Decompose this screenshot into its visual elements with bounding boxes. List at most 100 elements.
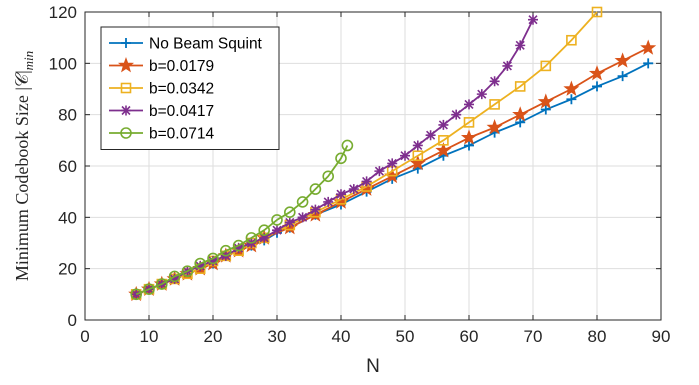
legend-label: b=0.0417 xyxy=(149,103,214,120)
data-point xyxy=(130,288,142,301)
data-point xyxy=(515,40,526,51)
y-tick-label: 40 xyxy=(58,208,77,227)
data-point xyxy=(336,189,346,200)
data-point xyxy=(640,39,657,55)
x-tick-label: 30 xyxy=(268,327,287,346)
data-point xyxy=(220,244,232,257)
data-point xyxy=(181,265,194,278)
data-point xyxy=(143,283,155,296)
data-point xyxy=(400,150,410,161)
legend-label: b=0.0179 xyxy=(149,58,214,75)
y-tick-label: 0 xyxy=(68,311,77,330)
data-point xyxy=(537,93,554,109)
legend-label: b=0.0714 xyxy=(149,126,214,143)
x-tick-label: 50 xyxy=(396,327,415,346)
data-point xyxy=(169,273,180,284)
data-point xyxy=(233,243,244,254)
data-point xyxy=(232,239,245,252)
data-point xyxy=(297,212,308,223)
x-tick-label: 20 xyxy=(204,327,223,346)
data-point xyxy=(156,278,168,290)
legend-item: b=0.0179 xyxy=(109,57,214,75)
x-tick-label: 10 xyxy=(140,327,159,346)
data-point xyxy=(259,232,270,243)
axes: 0 10 20 30 40 50 60 70 80 90 0 20 40 60 80 100 120 N Minim… xyxy=(12,3,670,377)
x-tick-label: 0 xyxy=(80,327,89,346)
data-point xyxy=(271,214,283,226)
data-point xyxy=(284,217,295,228)
y-tick-label: 120 xyxy=(49,3,77,22)
x-axis-label: N xyxy=(366,356,380,377)
y-tick-label: 20 xyxy=(58,260,77,279)
data-point xyxy=(566,34,577,46)
data-point xyxy=(348,184,359,195)
data-point xyxy=(463,117,475,128)
x-tick-label: 40 xyxy=(332,327,351,346)
data-point xyxy=(566,94,577,105)
data-point xyxy=(309,183,322,195)
y-axis-label-subscript: min xyxy=(21,51,36,71)
data-point xyxy=(486,119,503,135)
y-axis-label-main: Minimum Codebook Size |𝒞| xyxy=(12,70,32,281)
y-tick-label: 80 xyxy=(58,106,77,125)
x-tick-label: 80 xyxy=(588,327,607,346)
data-point xyxy=(208,255,218,266)
y-tick-label: 60 xyxy=(58,157,77,176)
data-point xyxy=(476,89,487,100)
data-point xyxy=(258,224,271,236)
legend-label: b=0.0342 xyxy=(149,81,214,98)
data-point xyxy=(512,106,529,122)
data-point xyxy=(310,204,321,215)
data-point xyxy=(540,60,552,72)
legend-label: No Beam Squint xyxy=(149,36,263,53)
x-tick-label: 90 xyxy=(652,327,671,346)
data-point xyxy=(643,58,654,69)
y-axis-label: Minimum Codebook Size |𝒞|min xyxy=(12,51,36,281)
legend-marker xyxy=(120,82,132,94)
data-point xyxy=(438,135,449,146)
data-point xyxy=(272,225,282,236)
data-point xyxy=(323,196,334,207)
data-point xyxy=(563,80,580,96)
data-point xyxy=(591,6,603,18)
data-point xyxy=(194,257,206,270)
legend-marker xyxy=(121,105,131,116)
series-line xyxy=(135,145,349,296)
data-point xyxy=(489,76,500,87)
legend-item: b=0.0417 xyxy=(109,103,214,120)
data-point xyxy=(412,150,424,162)
data-point xyxy=(245,232,258,244)
data-point xyxy=(502,60,513,71)
legend-item: b=0.0714 xyxy=(109,126,214,143)
y-tick-label: 100 xyxy=(49,54,77,73)
data-point xyxy=(283,206,296,218)
data-point xyxy=(195,261,206,272)
legend-item: No Beam Squint xyxy=(109,36,263,53)
data-point xyxy=(409,154,426,171)
data-point xyxy=(296,196,309,208)
data-point xyxy=(438,119,449,130)
legend-marker xyxy=(117,57,135,73)
legend-marker xyxy=(120,127,132,139)
data-point xyxy=(322,170,335,183)
series-layer xyxy=(128,6,657,302)
data-point xyxy=(435,142,452,158)
data-point xyxy=(514,81,526,92)
data-point xyxy=(361,176,372,187)
legend: No Beam Squint b=0.0179 b=0.0342 b=0.0417 b=… xyxy=(100,26,280,150)
data-point xyxy=(540,104,551,115)
series-5 xyxy=(130,139,354,301)
data-point xyxy=(335,152,347,165)
data-point xyxy=(131,289,142,300)
data-point xyxy=(425,130,436,141)
data-point xyxy=(588,65,606,81)
data-point xyxy=(207,252,219,265)
data-point xyxy=(528,14,538,25)
data-point xyxy=(614,52,631,68)
data-point xyxy=(387,158,398,169)
legend-item: b=0.0342 xyxy=(109,81,214,98)
data-point xyxy=(489,99,500,110)
data-point xyxy=(374,166,385,177)
